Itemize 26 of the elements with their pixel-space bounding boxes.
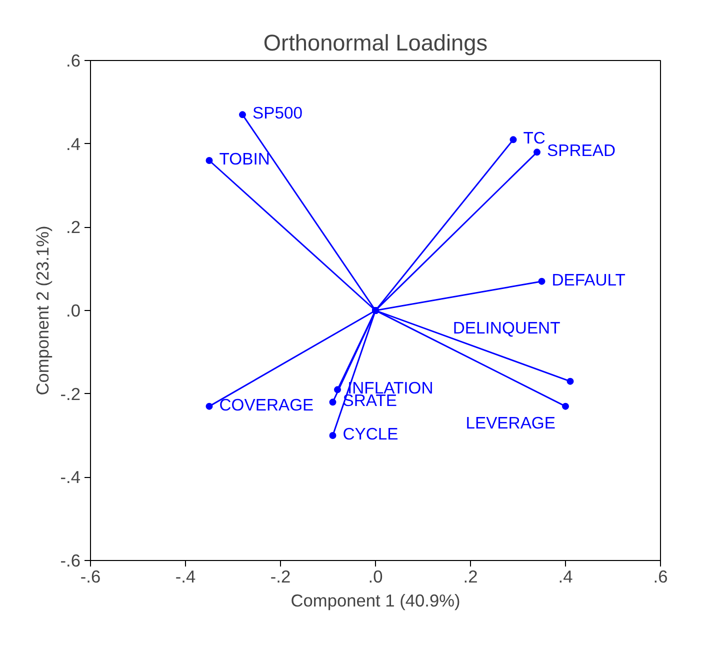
series-label: TOBIN bbox=[219, 150, 270, 168]
series-label: SPREAD bbox=[547, 141, 616, 160]
x-tick-label: -.6 bbox=[80, 566, 101, 586]
series-label: DELINQUENT bbox=[452, 318, 560, 338]
y-tick-label: -.6 bbox=[60, 550, 81, 570]
y-tick-label: .6 bbox=[66, 50, 80, 70]
x-tick-label: .4 bbox=[558, 566, 574, 586]
y-tick-label: .0 bbox=[66, 300, 80, 320]
x-tick-label: -.2 bbox=[270, 566, 291, 586]
chart-title: Orthonormal Loadings bbox=[263, 30, 488, 56]
y-axis-title: Component 2 (23.1%) bbox=[32, 226, 52, 396]
x-tick-label: .6 bbox=[653, 566, 668, 586]
y-tick-label: -.2 bbox=[60, 384, 81, 404]
series-label: SP500 bbox=[252, 104, 303, 123]
x-tick-label: -.4 bbox=[175, 566, 196, 586]
series-label: LEVERAGE bbox=[466, 413, 556, 432]
series-label: CYCLE bbox=[342, 424, 398, 444]
x-tick-label: .2 bbox=[463, 566, 478, 586]
y-tick-label: .4 bbox=[66, 134, 81, 154]
series-label: DEFAULT bbox=[552, 270, 626, 290]
series-label: COVERAGE bbox=[219, 395, 314, 414]
x-axis-title: Component 1 (40.9%) bbox=[290, 590, 460, 610]
series-label: TC bbox=[523, 128, 546, 148]
y-tick-label: -.4 bbox=[60, 467, 81, 488]
x-tick-label: .0 bbox=[368, 566, 383, 586]
y-tick-label: .2 bbox=[66, 217, 80, 238]
